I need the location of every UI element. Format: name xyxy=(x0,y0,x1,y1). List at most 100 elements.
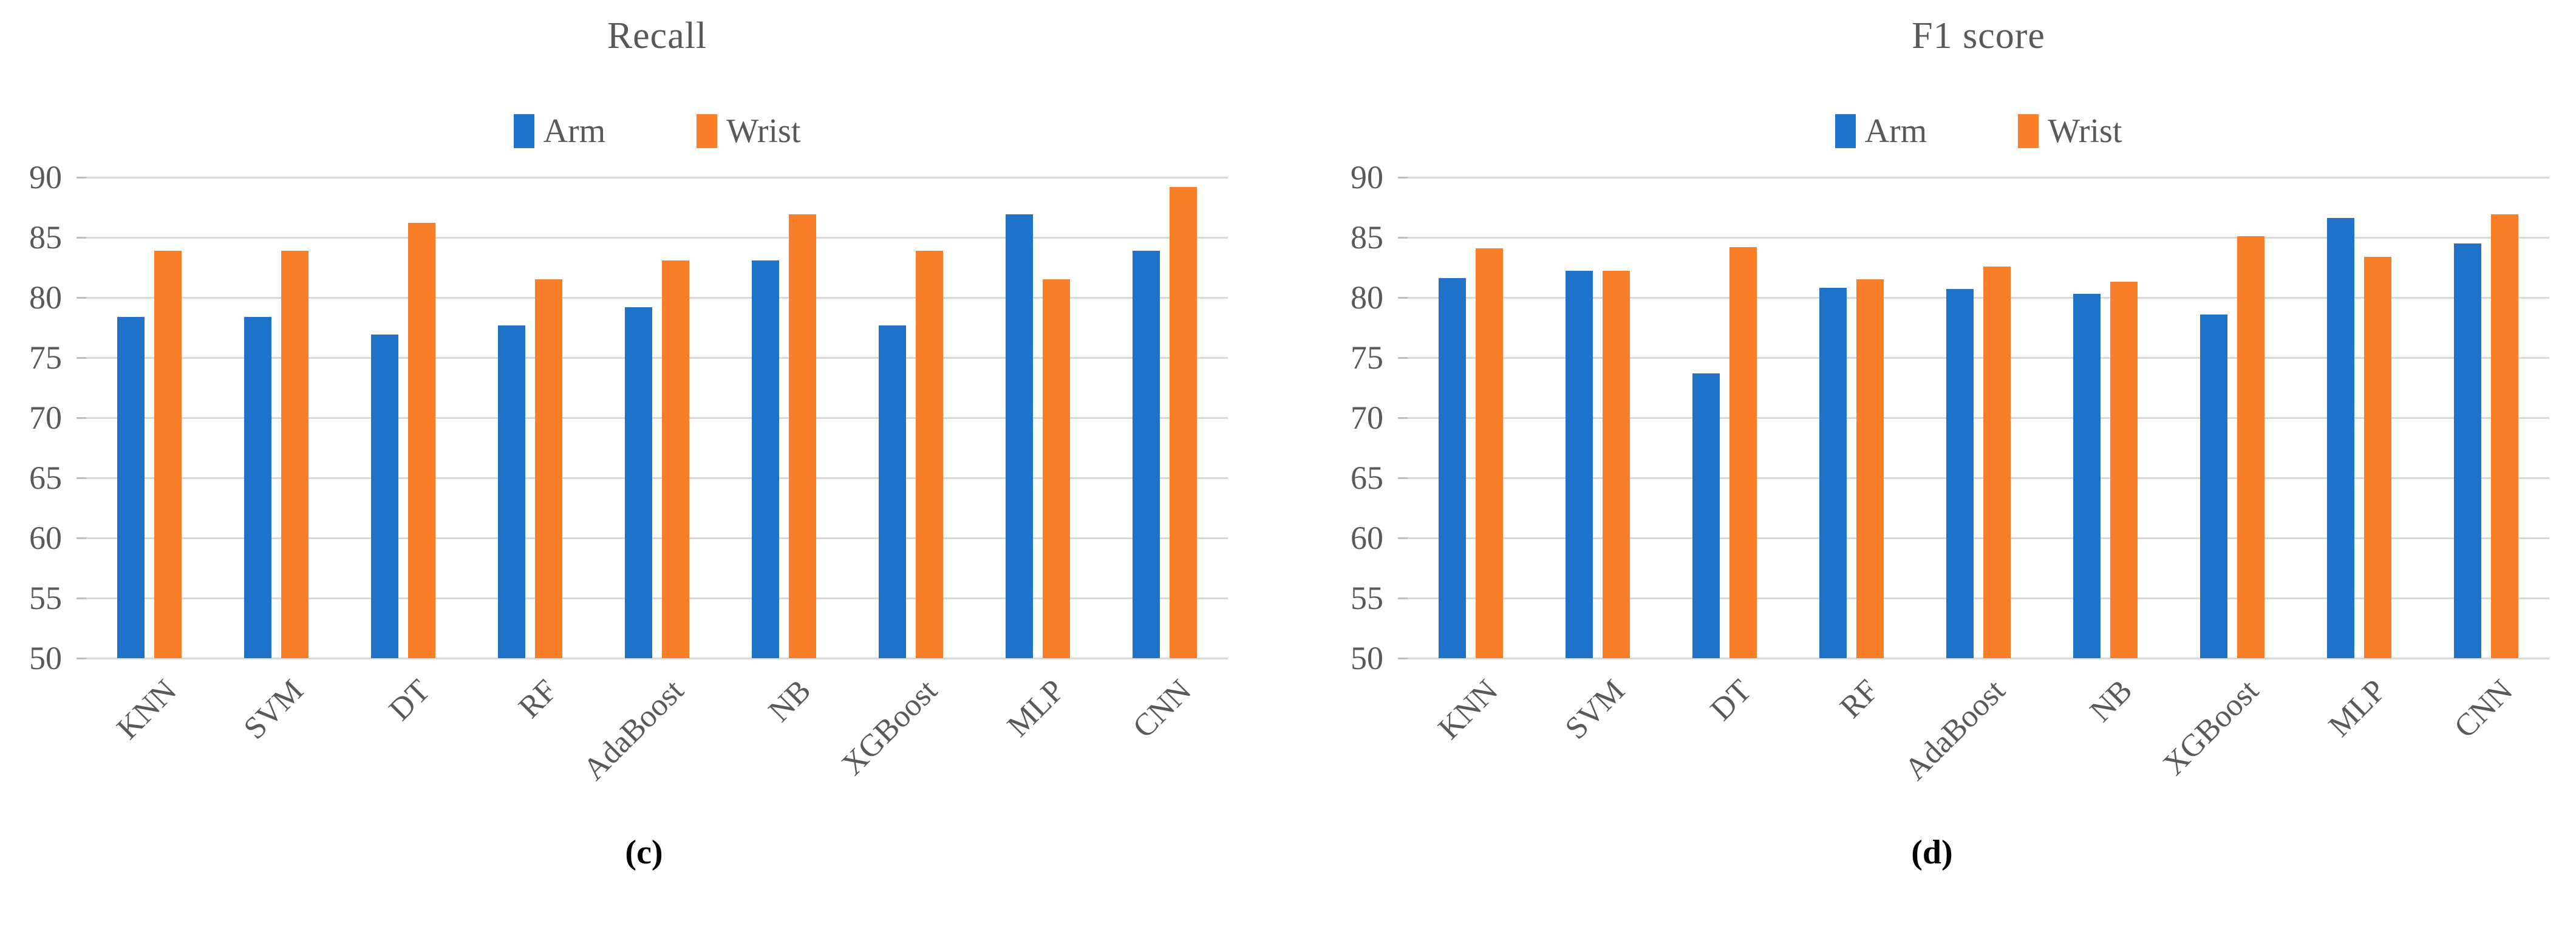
y-axis-label-80: 80 xyxy=(29,279,62,316)
gridline-80 xyxy=(1408,296,2549,299)
bar-arm-nb xyxy=(751,260,779,658)
x-axis-label-nb: NB xyxy=(2083,673,2139,729)
y-tick-mark-80 xyxy=(77,296,86,299)
y-axis-label-50: 50 xyxy=(1351,640,1383,676)
gridline-55 xyxy=(86,597,1228,599)
arm-series-swatch xyxy=(513,114,534,148)
y-axis-label-80: 80 xyxy=(1351,279,1383,316)
bar-arm-svm xyxy=(244,316,272,658)
bar-group-mlp xyxy=(2295,177,2422,658)
bar-wrist-knn xyxy=(1476,248,1504,658)
bar-arm-rf xyxy=(498,325,526,658)
bar-arm-dt xyxy=(371,335,399,658)
gridline-65 xyxy=(1408,477,2549,479)
bar-arm-rf xyxy=(1819,288,1847,658)
gridline-85 xyxy=(1408,236,2549,239)
x-axis-label-knn: KNN xyxy=(110,673,183,746)
y-tick-mark-60 xyxy=(77,537,86,539)
bar-wrist-xgboost xyxy=(915,250,943,658)
x-axis-label-xgboost: XGBoost xyxy=(835,673,944,782)
y-axis-label-65: 65 xyxy=(1351,460,1383,496)
bar-wrist-rf xyxy=(535,279,563,658)
x-axis-label-rf: RF xyxy=(1833,673,1886,725)
gridline-90 xyxy=(1408,176,2549,179)
y-axis-label-70: 70 xyxy=(29,400,62,436)
gridline-60 xyxy=(1408,537,2549,539)
bar-wrist-svm xyxy=(1603,271,1630,658)
chart-panel-recall: Recall Arm Wrist (c) 50 55 60 65 70 75 80 85 90 KN… xyxy=(29,15,1228,871)
y-axis-label-85: 85 xyxy=(29,219,62,256)
legend-item-wrist: Wrist xyxy=(697,112,800,151)
wrist-series-swatch xyxy=(2018,114,2039,148)
x-axis-label-adaboost: AdaBoost xyxy=(1898,673,2012,787)
bar-group-svm xyxy=(213,177,340,658)
x-axis-label-svm: SVM xyxy=(1558,673,1632,746)
y-axis-label-75: 75 xyxy=(1351,339,1383,376)
bar-group-adaboost xyxy=(594,177,721,658)
legend: Arm Wrist xyxy=(1408,109,2549,153)
bar-group-svm xyxy=(1535,177,1661,658)
y-tick-mark-80 xyxy=(1398,296,1408,299)
chart-panel-f1-score: F1 score Arm Wrist (d) 50 55 60 65 70 75 80 85 90… xyxy=(1288,0,2576,949)
x-axis-label-svm: SVM xyxy=(237,673,310,746)
chart-title: Recall xyxy=(607,15,707,56)
bar-arm-knn xyxy=(117,316,145,658)
legend-label-arm: Arm xyxy=(543,112,606,150)
bar-arm-xgboost xyxy=(2199,314,2227,658)
x-axis-label-cnn: CNN xyxy=(1126,673,1198,745)
legend-label-wrist: Wrist xyxy=(726,112,801,150)
x-axis-label-adaboost: AdaBoost xyxy=(576,673,691,787)
gridline-60 xyxy=(86,537,1228,539)
y-tick-mark-75 xyxy=(77,356,86,359)
x-axis-label-nb: NB xyxy=(762,673,817,729)
gridline-85 xyxy=(86,236,1228,239)
x-axis-label-mlp: MLP xyxy=(1000,673,1071,744)
bar-group-cnn xyxy=(1101,177,1228,658)
bar-arm-adaboost xyxy=(624,307,652,658)
y-axis-label-55: 55 xyxy=(1351,580,1383,616)
legend-item-wrist: Wrist xyxy=(2018,112,2122,151)
gridline-50 xyxy=(86,657,1228,659)
gridline-70 xyxy=(86,417,1228,419)
bar-arm-adaboost xyxy=(1946,289,1974,658)
y-axis-label-90: 90 xyxy=(1351,159,1383,196)
y-tick-mark-90 xyxy=(1398,176,1408,179)
bar-group-cnn xyxy=(2422,177,2549,658)
y-axis-label-50: 50 xyxy=(29,640,62,676)
y-tick-mark-65 xyxy=(1398,477,1408,479)
gridline-75 xyxy=(1408,356,2549,359)
gridline-80 xyxy=(86,296,1228,299)
bar-arm-nb xyxy=(2073,294,2101,658)
y-axis-label-70: 70 xyxy=(1351,400,1383,436)
y-tick-mark-90 xyxy=(77,176,86,179)
bar-wrist-cnn xyxy=(2490,214,2518,658)
y-tick-mark-75 xyxy=(1398,356,1408,359)
bar-wrist-knn xyxy=(154,250,182,658)
bar-wrist-dt xyxy=(1729,247,1757,658)
x-axis-label-dt: DT xyxy=(382,673,437,728)
bar-arm-svm xyxy=(1566,271,1593,658)
legend-item-arm: Arm xyxy=(513,112,606,151)
x-axis-label-knn: KNN xyxy=(1431,673,1505,746)
y-tick-mark-85 xyxy=(1398,236,1408,239)
bar-wrist-adaboost xyxy=(1983,266,2011,658)
bar-group-adaboost xyxy=(1915,177,2042,658)
chart-title: F1 score xyxy=(1912,15,2045,56)
y-axis-label-60: 60 xyxy=(29,520,62,556)
bar-group-nb xyxy=(2042,177,2169,658)
bar-wrist-adaboost xyxy=(661,260,689,658)
y-tick-mark-55 xyxy=(1398,597,1408,599)
y-axis-label-60: 60 xyxy=(1351,520,1383,556)
gridline-50 xyxy=(1408,657,2549,659)
y-axis-label-90: 90 xyxy=(29,159,62,196)
bar-group-nb xyxy=(720,177,847,658)
bar-arm-cnn xyxy=(2453,243,2481,658)
y-tick-mark-70 xyxy=(77,417,86,419)
bar-wrist-nb xyxy=(2110,282,2138,658)
y-axis-label-75: 75 xyxy=(29,339,62,376)
gridline-55 xyxy=(1408,597,2549,599)
bar-wrist-dt xyxy=(408,223,436,658)
y-axis-label-85: 85 xyxy=(1351,219,1383,256)
panel-caption: (c) xyxy=(625,834,663,871)
bar-group-rf xyxy=(467,177,594,658)
